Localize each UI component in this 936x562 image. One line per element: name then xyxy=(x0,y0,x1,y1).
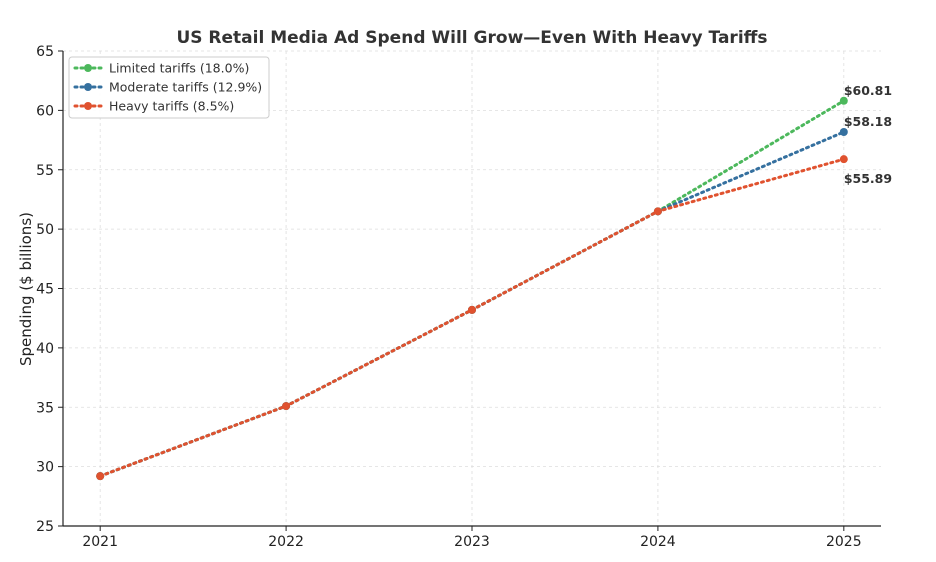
y-tick-label: 65 xyxy=(36,44,54,60)
end-labels: $60.81 $58.18 $55.89 xyxy=(844,83,892,186)
y-tick-label: 40 xyxy=(36,341,54,357)
legend-swatch-marker xyxy=(84,102,92,110)
y-tick-label: 35 xyxy=(36,400,54,416)
y-tick-label: 45 xyxy=(36,282,54,298)
legend-swatch-marker xyxy=(84,83,92,91)
y-axis-label: Spending ($ billions) xyxy=(17,212,35,366)
y-tick-label: 30 xyxy=(36,460,54,476)
data-point xyxy=(468,305,476,314)
y-tick-labels: 25 30 35 40 45 50 55 60 65 xyxy=(36,44,54,535)
data-point xyxy=(653,207,662,216)
x-tick-label: 2021 xyxy=(82,534,118,550)
legend-box xyxy=(68,56,270,119)
data-point xyxy=(96,472,105,481)
x-tick-label: 2024 xyxy=(640,534,676,550)
y-tick-label: 50 xyxy=(36,222,54,238)
grid xyxy=(63,50,881,527)
x-tick-label: 2022 xyxy=(268,534,304,550)
data-point xyxy=(839,96,848,105)
series-group xyxy=(96,96,848,481)
legend-label: Moderate tariffs (12.9%) xyxy=(109,80,262,95)
x-tick-label: 2023 xyxy=(454,534,490,550)
x-tick-labels: 2021 2022 2023 2024 2025 xyxy=(82,534,861,550)
end-value-label: $60.81 xyxy=(844,83,892,98)
x-tick-label: 2025 xyxy=(826,534,862,550)
data-point xyxy=(839,127,848,136)
y-tick-label: 60 xyxy=(36,103,54,119)
legend: Limited tariffs (18.0%) Moderate tariffs … xyxy=(68,56,270,119)
data-point xyxy=(839,155,848,164)
y-tick-label: 55 xyxy=(36,163,54,179)
end-value-label: $58.18 xyxy=(844,114,892,129)
legend-label: Heavy tariffs (8.5%) xyxy=(109,99,234,114)
legend-swatch-marker xyxy=(84,64,92,72)
legend-label: Limited tariffs (18.0%) xyxy=(109,61,249,76)
axes xyxy=(58,50,881,531)
y-tick-label: 25 xyxy=(36,519,54,535)
end-value-label: $55.89 xyxy=(844,171,892,186)
data-point xyxy=(282,402,291,411)
chart-title: US Retail Media Ad Spend Will Grow—Even … xyxy=(176,28,767,48)
